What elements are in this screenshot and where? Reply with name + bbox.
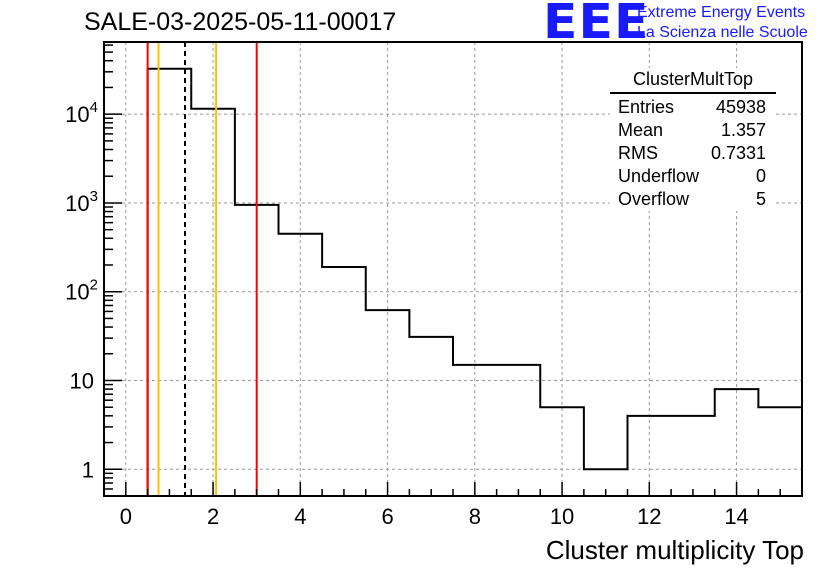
x-tick-label: 6 [381, 504, 393, 529]
stats-value: 45938 [715, 97, 766, 117]
stats-row-rms: RMS 0.7331 [610, 142, 776, 165]
histogram-bin [758, 407, 802, 496]
x-tick-label: 4 [294, 504, 306, 529]
stats-label: RMS [618, 143, 658, 163]
histogram-bin [279, 234, 323, 496]
x-tick-label: 0 [120, 504, 132, 529]
stats-value: 1.357 [720, 120, 766, 140]
stats-value: 0.7331 [710, 143, 766, 163]
stats-row-overflow: Overflow 5 [610, 188, 776, 211]
histogram-bin [322, 267, 366, 496]
page-title: SALE-03-2025-05-11-00017 [84, 8, 397, 36]
y-tick-label: 10 [70, 368, 94, 393]
histogram-bin [366, 310, 410, 496]
logo-subtitle-2: La Scienza nelle Scuole [637, 24, 808, 41]
x-tick-label: 8 [469, 504, 481, 529]
x-axis-label: Cluster multiplicity Top [545, 535, 804, 565]
stats-value: 5 [755, 189, 766, 209]
stats-box: ClusterMultTop Entries 45938 Mean 1.357 … [610, 68, 776, 211]
stats-value: 0 [755, 166, 766, 186]
x-tick-label: 2 [207, 504, 219, 529]
histogram-bin [715, 389, 759, 496]
stats-label: Mean [618, 120, 664, 140]
histogram-bin [409, 337, 453, 496]
y-tick-label: 103 [65, 188, 98, 216]
x-tick-label: 10 [550, 504, 574, 529]
stats-label: Overflow [618, 189, 690, 209]
logo-subtitle-1: Extreme Energy Events [637, 4, 806, 21]
stats-row-entries: Entries 45938 [610, 96, 776, 119]
y-tick-label: 104 [65, 99, 98, 127]
stats-row-underflow: Underflow 0 [610, 165, 776, 188]
x-tick-label: 14 [724, 504, 748, 529]
stats-label: Underflow [618, 166, 700, 186]
eee-logo: EEE [543, 0, 650, 50]
stats-title: ClusterMultTop [610, 68, 776, 94]
histogram-outline [146, 67, 802, 496]
histogram-bin [671, 416, 715, 496]
histogram-bin [453, 365, 497, 496]
histogram-bin [497, 365, 541, 496]
stats-row-mean: Mean 1.357 [610, 119, 776, 142]
stats-label: Entries [618, 97, 675, 117]
y-tick-label: 102 [65, 277, 98, 305]
y-tick-label: 1 [82, 457, 94, 482]
x-tick-label: 12 [637, 504, 661, 529]
histogram-bin [191, 109, 235, 496]
